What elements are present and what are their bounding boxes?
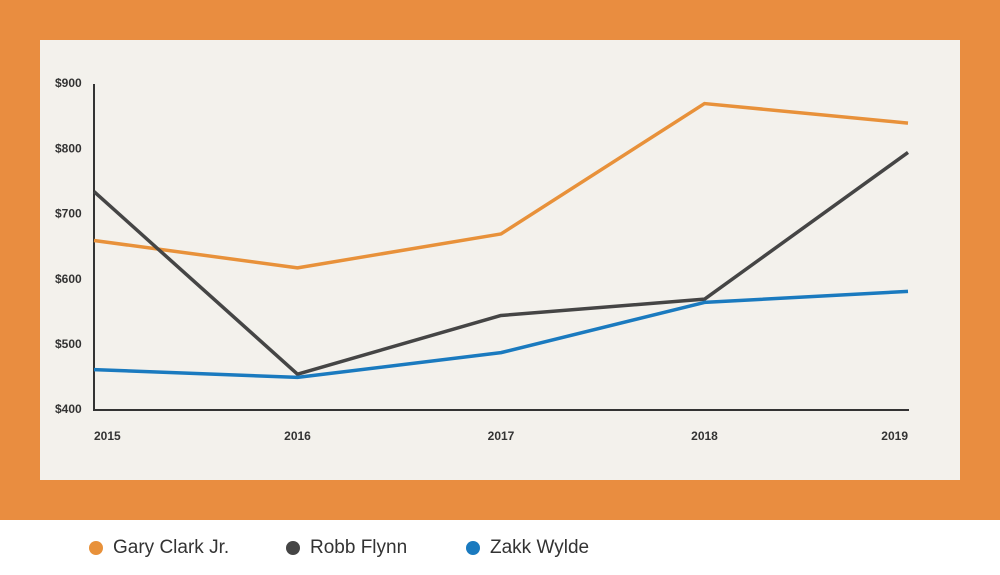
- y-tick-label: $600: [55, 272, 82, 286]
- x-tick-label: 2019: [881, 429, 908, 443]
- legend-swatch: [89, 541, 103, 555]
- y-tick-label: $700: [55, 207, 82, 221]
- legend-swatch: [286, 541, 300, 555]
- x-tick-label: 2017: [488, 429, 515, 443]
- line-series: [93, 289, 909, 380]
- legend-swatch: [466, 541, 480, 555]
- x-tick-label: 2016: [284, 429, 311, 443]
- line-series: [93, 101, 909, 270]
- legend-label: Gary Clark Jr.: [113, 537, 229, 558]
- x-tick-label: 2015: [94, 429, 121, 443]
- y-tick-label: $900: [55, 76, 82, 90]
- line-series: [92, 151, 910, 376]
- x-tick-label: 2018: [691, 429, 718, 443]
- y-tick-label: $500: [55, 337, 82, 351]
- plot-panel: [40, 40, 960, 480]
- legend-label: Zakk Wylde: [490, 537, 589, 558]
- y-tick-label: $400: [55, 402, 82, 416]
- y-tick-label: $800: [55, 141, 82, 155]
- legend-label: Robb Flynn: [310, 537, 407, 558]
